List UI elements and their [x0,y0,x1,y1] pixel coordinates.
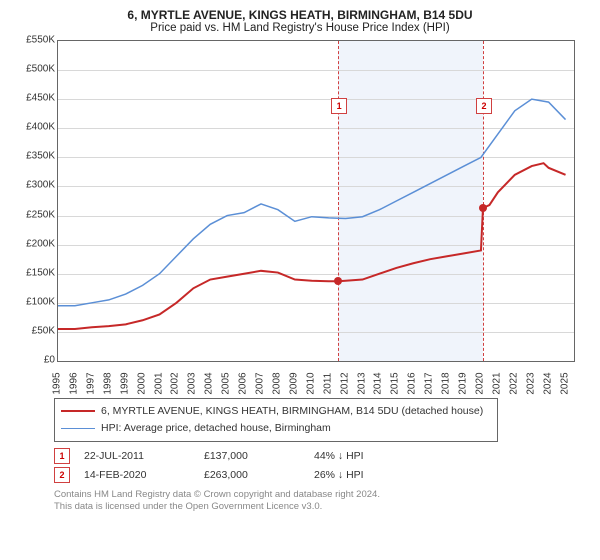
chart-flag: 2 [476,98,492,114]
sale-row: 2 14-FEB-2020£263,00026% ↓ HPI [54,467,590,483]
y-tick-label: £550K [15,35,55,46]
sale-marker-dot [334,277,342,285]
page-title: 6, MYRTLE AVENUE, KINGS HEATH, BIRMINGHA… [10,8,590,22]
price-chart: 12 £0£50K£100K£150K£200K£250K£300K£350K£… [15,40,575,390]
sale-row: 1 22-JUL-2011£137,00044% ↓ HPI [54,448,590,464]
plot-area: 12 [57,40,575,362]
x-tick-label: 2003 [187,372,198,394]
x-tick-label: 1998 [102,372,113,394]
y-tick-label: £300K [15,180,55,191]
chart-lines [58,41,574,361]
sale-flag: 1 [54,448,70,464]
legend-label: 6, MYRTLE AVENUE, KINGS HEATH, BIRMINGHA… [101,403,483,420]
y-tick-label: £350K [15,151,55,162]
x-tick-label: 2002 [170,372,181,394]
y-tick-label: £450K [15,93,55,104]
x-tick-label: 2021 [491,372,502,394]
y-tick-label: £250K [15,209,55,220]
page-subtitle: Price paid vs. HM Land Registry's House … [10,22,590,34]
x-tick-label: 1995 [52,372,63,394]
sale-date: 22-JUL-2011 [84,450,204,462]
x-tick-label: 2020 [474,372,485,394]
legend-item: HPI: Average price, detached house, Birm… [61,420,491,437]
x-tick-label: 2010 [305,372,316,394]
y-tick-label: £500K [15,64,55,75]
y-tick-label: £50K [15,325,55,336]
x-tick-label: 2009 [288,372,299,394]
footer-line-2: This data is licensed under the Open Gov… [54,501,590,513]
legend-swatch [61,428,95,429]
sale-pct: 26% ↓ HPI [314,469,424,481]
legend-item: 6, MYRTLE AVENUE, KINGS HEATH, BIRMINGHA… [61,403,491,420]
x-tick-label: 2012 [339,372,350,394]
x-tick-label: 2005 [221,372,232,394]
legend-swatch [61,410,95,412]
sale-date: 14-FEB-2020 [84,469,204,481]
x-tick-label: 1999 [119,372,130,394]
x-tick-label: 1997 [85,372,96,394]
sale-pct: 44% ↓ HPI [314,450,424,462]
x-tick-label: 1996 [68,372,79,394]
x-tick-label: 2007 [255,372,266,394]
x-tick-label: 2004 [204,372,215,394]
x-tick-label: 2014 [373,372,384,394]
sale-price: £137,000 [204,450,314,462]
y-tick-label: £400K [15,122,55,133]
footer-text: Contains HM Land Registry data © Crown c… [54,489,590,514]
x-tick-label: 2013 [356,372,367,394]
sales-table: 1 22-JUL-2011£137,00044% ↓ HPI 2 14-FEB-202… [54,448,590,483]
sale-price: £263,000 [204,469,314,481]
footer-line-1: Contains HM Land Registry data © Crown c… [54,489,590,501]
x-tick-label: 2024 [542,372,553,394]
x-tick-label: 2025 [559,372,570,394]
sale-flag: 2 [54,467,70,483]
x-tick-label: 2016 [407,372,418,394]
x-tick-label: 2000 [136,372,147,394]
sale-marker-dot [479,204,487,212]
x-tick-label: 2006 [238,372,249,394]
y-tick-label: £200K [15,238,55,249]
chart-flag: 1 [331,98,347,114]
x-tick-label: 2018 [441,372,452,394]
legend: 6, MYRTLE AVENUE, KINGS HEATH, BIRMINGHA… [54,398,498,442]
y-tick-label: £150K [15,267,55,278]
x-tick-label: 2019 [458,372,469,394]
y-tick-label: £100K [15,296,55,307]
x-tick-label: 2022 [508,372,519,394]
x-tick-label: 2015 [390,372,401,394]
x-tick-label: 2001 [153,372,164,394]
x-tick-label: 2008 [271,372,282,394]
y-tick-label: £0 [15,355,55,366]
legend-label: HPI: Average price, detached house, Birm… [101,420,331,437]
x-tick-label: 2023 [525,372,536,394]
x-tick-label: 2017 [424,372,435,394]
x-tick-label: 2011 [322,373,333,395]
